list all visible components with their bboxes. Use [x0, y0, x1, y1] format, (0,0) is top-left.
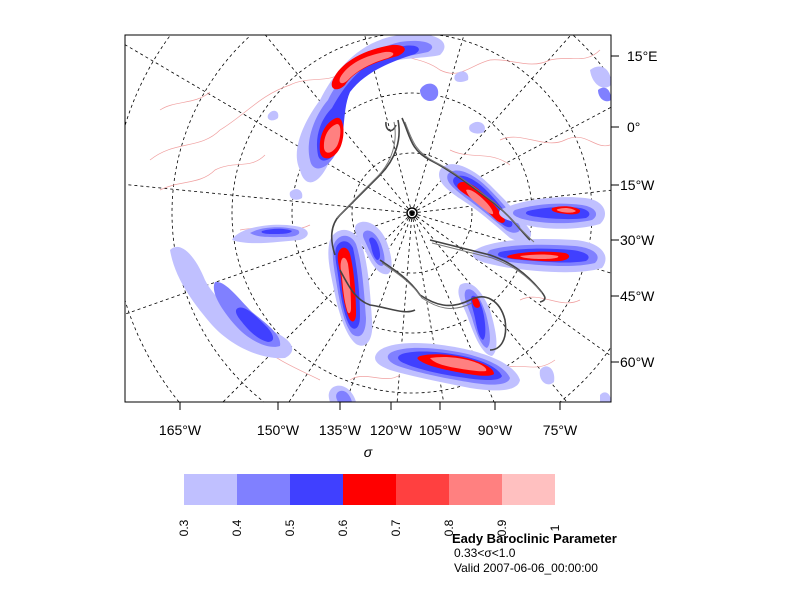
right-axis-label: 0°: [627, 119, 640, 135]
colorbar-swatch: [290, 474, 343, 505]
bottom-axis-label: 150°W: [257, 422, 300, 438]
colorbar-label: 0.5: [283, 519, 297, 536]
colorbar-swatch: [502, 474, 555, 505]
pole-marker: [406, 207, 418, 219]
colorbar-label: 0.8: [442, 519, 456, 536]
eady-contours: [170, 35, 611, 402]
bottom-axis-label: 135°W: [319, 422, 362, 438]
x-axis-title: σ: [364, 444, 373, 460]
bottom-axis-label: 120°W: [370, 422, 413, 438]
map-plot-area: [125, 35, 611, 402]
right-axis-label: 45°W: [620, 288, 655, 304]
colorbar-label: 0.7: [389, 519, 403, 536]
right-axis-label: 60°W: [620, 354, 655, 370]
right-axis: [611, 55, 619, 363]
graticule: [125, 35, 611, 402]
right-axis-label: 15°W: [620, 177, 655, 193]
bottom-axis-label: 165°W: [159, 422, 202, 438]
colorbar-swatch: [237, 474, 290, 505]
right-axis-label: 30°W: [620, 232, 655, 248]
colorbar-swatch: [449, 474, 502, 505]
bottom-axis-label: 90°W: [478, 422, 513, 438]
colorbar-label: 0.9: [495, 519, 509, 536]
plot-title: Eady Baroclinic Parameter: [452, 531, 617, 546]
colorbar-label: 1: [548, 524, 562, 531]
colorbar-swatch: [396, 474, 449, 505]
right-axis-label: 15°E: [627, 48, 658, 64]
title-block: Eady Baroclinic Parameter 0.33<σ<1.0 Val…: [452, 531, 617, 576]
map-frame: [124, 34, 612, 403]
colorbar-label: 0.3: [177, 519, 191, 536]
colorbar: 0.3 0.4 0.5 0.6 0.7 0.8 0.9 1: [177, 474, 562, 536]
bottom-axis: [179, 402, 561, 410]
sigma-range: 0.33<σ<1.0: [454, 546, 516, 560]
colorbar-label: 0.6: [336, 519, 350, 536]
colorbar-swatch: [184, 474, 237, 505]
colorbar-swatch: [343, 474, 396, 505]
colorbar-label: 0.4: [230, 519, 244, 536]
bottom-axis-label: 75°W: [543, 422, 578, 438]
valid-time: Valid 2007-06-06_00:00:00: [454, 561, 598, 575]
bottom-axis-label: 105°W: [419, 422, 462, 438]
